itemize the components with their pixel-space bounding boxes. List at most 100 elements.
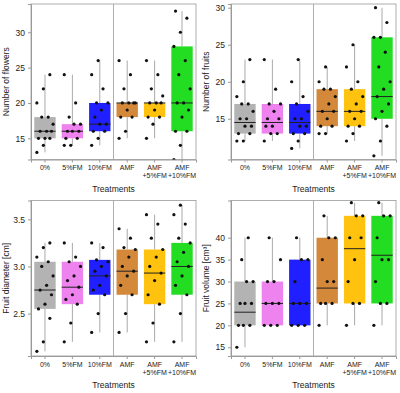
upper-whisker: [99, 61, 100, 103]
data-point: [119, 115, 122, 118]
box-plot: [317, 65, 338, 135]
plot-frame: [31, 4, 196, 160]
data-point: [151, 123, 154, 126]
data-point: [40, 115, 43, 118]
data-point: [345, 65, 348, 68]
x-tick-mark: [299, 356, 300, 359]
data-point: [45, 284, 48, 287]
data-point: [76, 137, 79, 140]
y-tick-mark: [228, 260, 231, 261]
x-tick: 10%FM: [88, 356, 112, 368]
data-point: [103, 293, 106, 296]
y-tick-mark: [28, 314, 31, 315]
upper-whisker: [272, 60, 273, 104]
y-tick: 30: [216, 277, 231, 287]
data-point: [97, 312, 100, 315]
data-point: [356, 80, 359, 83]
upper-whisker: [272, 238, 273, 282]
data-point: [326, 280, 329, 283]
data-point: [355, 214, 358, 217]
box: [89, 103, 110, 131]
median-line: [371, 255, 392, 256]
x-axis-line: [232, 160, 397, 163]
box-plot: [171, 9, 192, 159]
x-tick-label-line: AMF: [320, 164, 335, 171]
upper-whisker: [244, 238, 245, 282]
upper-whisker: [382, 203, 383, 216]
y-tick-label: 2.5: [13, 309, 25, 319]
data-point: [106, 260, 109, 263]
panel: 1520253035400%5%FM10%FMAMFAMF+5%FMAMF+10…: [201, 201, 397, 391]
data-point: [150, 87, 153, 90]
x-tick-label-line: 10%FM: [88, 164, 112, 171]
box-plot: [344, 43, 365, 142]
data-point: [187, 265, 190, 268]
x-tick-label-line: AMF: [175, 164, 190, 171]
data-point: [382, 88, 385, 91]
data-point: [317, 132, 320, 135]
y-tick: 3.5: [13, 215, 31, 225]
data-point: [297, 139, 300, 142]
upper-whisker: [382, 8, 383, 38]
data-point: [43, 303, 46, 306]
data-point: [63, 340, 66, 343]
lower-whisker: [272, 134, 273, 141]
y-axis-line: [28, 201, 32, 357]
box-plot: [234, 236, 255, 349]
data-point: [77, 130, 80, 133]
data-point: [324, 65, 327, 68]
lower-whisker: [72, 138, 73, 145]
lower-whisker: [244, 134, 245, 141]
data-point: [77, 286, 80, 289]
y-axis: 2.5 3.0 3.5: [13, 201, 31, 357]
data-point: [93, 270, 96, 273]
data-point: [48, 137, 51, 140]
data-point: [76, 303, 79, 306]
data-point: [117, 227, 120, 230]
data-point: [98, 284, 101, 287]
y-tick-label: 20: [16, 98, 26, 108]
data-point: [264, 302, 267, 305]
box-plot: [34, 241, 55, 353]
data-point: [389, 214, 392, 217]
x-tick-label: AMF+5%FM: [142, 164, 166, 179]
data-point: [182, 101, 185, 104]
upper-whisker: [299, 238, 300, 260]
data-point: [100, 108, 103, 111]
x-tick-label-line: +5%FM: [342, 369, 366, 376]
panel: 152025300%5%FM10%FMAMFAMF+5%FMAMF+10%FMT…: [201, 3, 397, 194]
data-point: [50, 130, 53, 133]
x-tick-mark: [154, 356, 155, 359]
data-point: [185, 130, 188, 133]
data-point: [122, 246, 125, 249]
data-point: [47, 260, 50, 263]
data-point: [69, 144, 72, 147]
upper-whisker: [327, 67, 328, 89]
x-tick: AMF+5%FM: [142, 160, 166, 180]
data-point: [389, 80, 392, 83]
data-point: [161, 248, 164, 251]
data-point: [155, 255, 158, 258]
upper-whisker: [327, 216, 328, 238]
y-tick-label: 15: [216, 342, 226, 352]
data-point: [330, 125, 333, 128]
data-point: [321, 258, 324, 261]
x-tick-mark: [299, 160, 300, 163]
data-point: [90, 144, 93, 147]
data-point: [179, 31, 182, 34]
data-point: [129, 73, 132, 76]
y-tick: 20: [216, 77, 231, 87]
data-point: [385, 302, 388, 305]
data-point: [35, 101, 38, 104]
y-tick: 15: [16, 134, 31, 144]
data-point: [269, 132, 272, 135]
y-tick: 3.0: [13, 262, 31, 272]
data-point: [153, 108, 156, 111]
x-tick-label-line: 0%: [40, 164, 50, 171]
data-point: [279, 102, 282, 105]
upper-whisker: [182, 11, 183, 46]
upper-whisker: [72, 243, 73, 262]
data-point: [295, 236, 298, 239]
box: [171, 46, 192, 131]
x-tick-label: AMF+5%FM: [342, 361, 366, 376]
